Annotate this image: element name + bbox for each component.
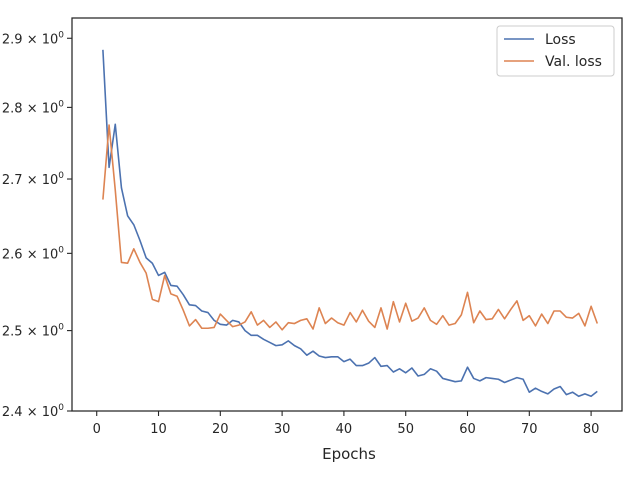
y-tick-base: 2.4 × 10 <box>2 405 58 420</box>
axes-frame <box>71 17 623 412</box>
y-tick-label: 2.4 × 100 <box>2 403 64 420</box>
y-tick-label: 2.8 × 100 <box>2 99 64 116</box>
x-tick-label: 80 <box>583 422 600 437</box>
y-tick-exponent: 0 <box>58 99 64 109</box>
y-tick-label: 2.7 × 100 <box>2 171 64 188</box>
legend-entry: Loss <box>545 32 576 48</box>
x-axis-label: Epochs <box>322 445 376 463</box>
x-axis-ticks: 0 10 20 30 40 50 60 70 80 <box>93 411 600 437</box>
y-tick-base: 2.5 × 10 <box>2 325 58 340</box>
y-tick-label: 2.9 × 100 <box>2 30 64 47</box>
x-tick-label: 70 <box>521 422 538 437</box>
y-tick-exponent: 0 <box>58 245 64 255</box>
y-tick-base: 2.9 × 10 <box>2 32 58 47</box>
x-tick-label: 40 <box>336 422 353 437</box>
y-tick-base: 2.7 × 10 <box>2 173 58 188</box>
series-layer <box>102 49 599 398</box>
legend-entry: Val. loss <box>545 54 602 70</box>
y-tick-exponent: 0 <box>58 171 64 181</box>
x-tick-label: 10 <box>150 422 167 437</box>
y-tick-exponent: 0 <box>58 403 64 413</box>
x-tick-label: 30 <box>274 422 291 437</box>
series-line-val-loss <box>102 124 599 331</box>
series-line-loss <box>102 49 598 398</box>
y-tick-label: 2.6 × 100 <box>2 245 64 262</box>
y-tick-label: 2.5 × 100 <box>2 323 64 340</box>
x-tick-label: 0 <box>93 422 101 437</box>
legend: Loss Val. loss <box>496 25 615 77</box>
y-tick-exponent: 0 <box>58 30 64 40</box>
x-tick-label: 60 <box>459 422 476 437</box>
x-tick-label: 20 <box>212 422 229 437</box>
y-tick-exponent: 0 <box>58 323 64 333</box>
x-tick-label: 50 <box>397 422 414 437</box>
y-tick-base: 2.8 × 10 <box>2 101 58 116</box>
y-tick-base: 2.6 × 10 <box>2 247 58 262</box>
